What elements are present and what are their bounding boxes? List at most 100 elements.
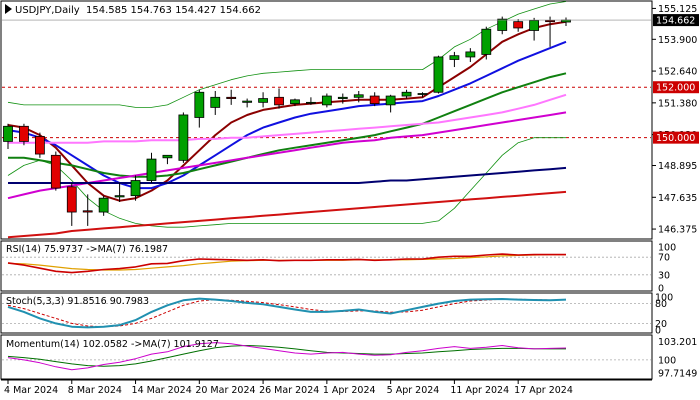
bollinger-upper-line [7, 1, 567, 108]
level-tag-text: 150.000 [656, 133, 695, 144]
price-tick-label: 147.635 [658, 193, 697, 204]
level-tag [653, 81, 699, 94]
candle [226, 89, 237, 105]
candle [369, 92, 380, 107]
candle [417, 92, 428, 98]
stoch-main-line [7, 297, 567, 329]
stoch-tick-label: 100 [655, 293, 673, 304]
rsi-header: RSI(14) 75.9737 ->MA(7) 76.1987 [6, 244, 168, 255]
stoch-lines [2, 297, 651, 329]
candle [146, 152, 157, 184]
time-axis: 4 Mar 2024 8 Mar 2024 14 Mar 2024 20 Mar 20… [1, 379, 652, 396]
candle-body [337, 96, 348, 99]
candle-body [66, 186, 77, 213]
ma-magenta-line [7, 111, 567, 200]
candle-body [306, 101, 316, 104]
time-tick-label: 4 Mar 2024 [4, 385, 58, 396]
time-tick-label: 11 Apr 2024 [450, 385, 509, 396]
candle-body [433, 56, 444, 93]
time-tick-label: 8 Mar 2024 [68, 385, 122, 396]
candle [130, 175, 141, 201]
candle [290, 98, 300, 107]
time-tick-label: 26 Mar 2024 [259, 385, 319, 396]
momentum-line [7, 342, 567, 371]
stoch-tick-label: 0 [655, 326, 661, 337]
candle [242, 98, 253, 108]
rsi-tick-label: 30 [658, 270, 670, 281]
candle [210, 91, 221, 115]
stoch-header: Stoch(5,3,3) 91.8516 90.7983 [6, 296, 149, 307]
stoch-tick-label: 80 [655, 299, 667, 310]
candle-body [417, 93, 428, 95]
candle-body [401, 91, 412, 97]
candle [34, 132, 45, 158]
candle-body [210, 96, 221, 108]
candle [465, 48, 476, 62]
candle [401, 89, 412, 99]
price-tick-label: 152.640 [658, 67, 697, 78]
price-header: USDJPY,Daily 154.585 154.763 154.427 154… [5, 4, 261, 16]
time-tick-label: 1 Apr 2024 [323, 385, 376, 396]
candle-body [3, 125, 13, 142]
moving-averages [7, 20, 567, 239]
rsi-tick-label: 70 [658, 253, 670, 264]
candle [321, 93, 332, 108]
ma-green-line [8, 72, 567, 178]
candle-body [321, 95, 332, 106]
time-tick-label: 14 Mar 2024 [132, 385, 192, 396]
candle-body [258, 98, 268, 103]
candle-body [481, 28, 492, 55]
candle-body [513, 21, 524, 29]
rsi-tick-label: 100 [658, 243, 676, 254]
price-tags: 154.662 152.000 150.000 [2, 14, 699, 144]
level-tag [653, 131, 699, 144]
candle [529, 17, 540, 41]
rsi-levels [2, 256, 651, 276]
candle [433, 55, 444, 94]
candle-body [353, 94, 364, 98]
candle [258, 92, 268, 108]
candle [353, 91, 364, 103]
candle-body [178, 114, 189, 161]
candle-body [82, 210, 93, 213]
momentum-panel: 103.201 100 97.7149 Momentum(14) 102.0582 … [0, 334, 697, 380]
candle [513, 19, 524, 32]
candle-body [369, 95, 380, 105]
candle [178, 112, 189, 163]
triangle-down-icon [5, 4, 12, 14]
candle-body [34, 135, 45, 155]
candle [19, 123, 29, 146]
candle [114, 183, 125, 202]
candle [98, 195, 109, 216]
candle-body [497, 18, 508, 31]
price-panel: 155.125153.900152.640151.380150.120148.8… [0, 0, 697, 240]
momentum-header: Momentum(14) 102.0582 ->MA(7) 101.9127 [6, 339, 219, 350]
time-tick-label: 5 Apr 2024 [387, 385, 440, 396]
price-tick-label: 146.375 [658, 225, 697, 236]
candle-body [529, 19, 540, 31]
ma-mid-line [7, 40, 567, 190]
candle [545, 16, 555, 47]
candle [306, 97, 316, 105]
momentum-tick-label: 103.201 [658, 337, 697, 348]
candle-body [385, 95, 396, 106]
momentum-axis: 103.201 100 97.7149 [651, 335, 697, 380]
candle-body [274, 96, 284, 106]
candle [497, 16, 508, 35]
price-tick-label: 151.380 [658, 98, 697, 109]
ma-pink-line [8, 93, 567, 144]
time-tick-label: 20 Mar 2024 [195, 385, 255, 396]
candle-body [130, 180, 141, 197]
candle [82, 194, 93, 226]
stoch-tick-label: 20 [655, 319, 667, 330]
candle [449, 51, 460, 68]
candle-body [465, 51, 476, 58]
candle-body [226, 96, 237, 99]
candlesticks [3, 16, 571, 226]
candle [385, 94, 396, 113]
candle-body [449, 55, 460, 60]
candle-body [242, 100, 253, 103]
